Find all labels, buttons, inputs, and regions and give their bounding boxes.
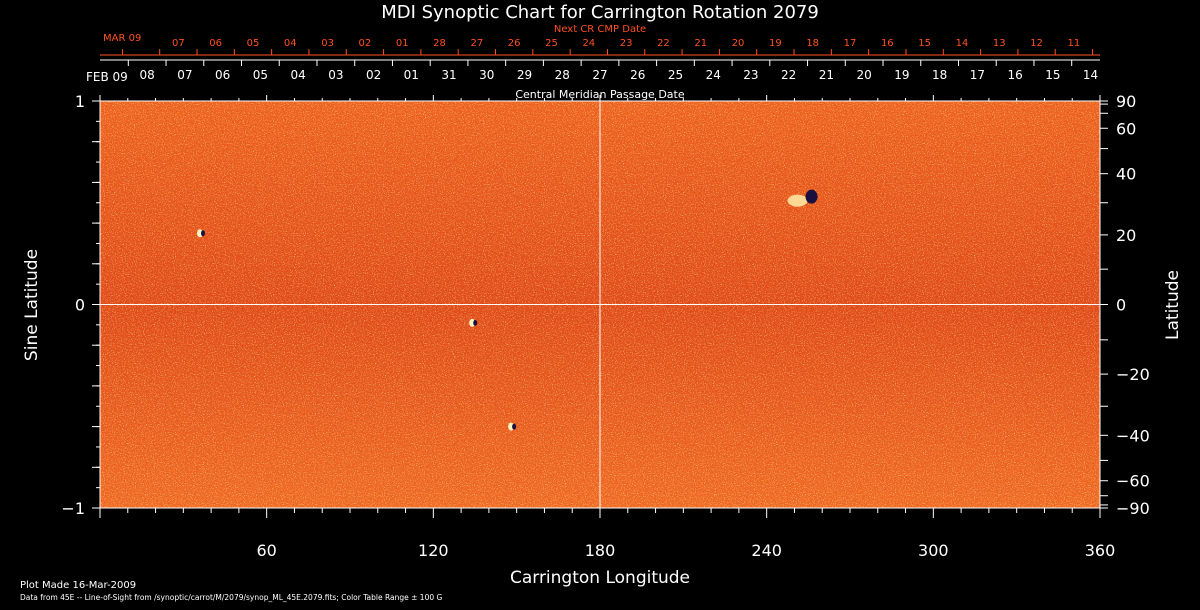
cmp-date-label: 20 [857, 68, 872, 82]
cmp-date-label: 02 [366, 68, 381, 82]
spot-negative [473, 319, 478, 326]
x-tick-label: 60 [256, 541, 276, 560]
y-right-tick-label: 90 [1116, 92, 1136, 111]
next-date-label: 27 [470, 38, 483, 49]
next-date-label: 17 [844, 38, 857, 49]
y-right-tick-label: 20 [1116, 226, 1136, 245]
next-date-label: 14 [956, 38, 969, 49]
chart-title: MDI Synoptic Chart for Carrington Rotati… [381, 2, 819, 23]
next-date-label: 01 [396, 38, 409, 49]
magnetic-features [197, 189, 818, 431]
x-tick-label: 120 [418, 541, 449, 560]
y-right-tick-label: 40 [1116, 165, 1136, 184]
next-month-label: MAR 09 [103, 33, 141, 44]
next-date-label: 28 [433, 38, 446, 49]
next-date-label: 23 [620, 38, 633, 49]
spot-negative [512, 423, 517, 430]
spot-positive [469, 318, 476, 327]
x-axis-label: Carrington Longitude [510, 568, 690, 588]
active-region-negative [805, 189, 818, 204]
cmp-date-label: 25 [668, 68, 683, 82]
next-date-label: 18 [806, 38, 819, 49]
cmp-date-label: 28 [555, 68, 570, 82]
cmp-date-label: 22 [781, 68, 796, 82]
next-date-label: 19 [769, 38, 782, 49]
cmp-date-ticks: 08 07 06 05 04 03 02 01 31 30 29 28 27 26 25 24 23 22 21 20… [127, 60, 1098, 82]
cmp-date-label: 19 [894, 68, 909, 82]
next-date-label: 06 [209, 38, 222, 49]
data-source-text: Data from 45E -- Line-of-Sight from /syn… [20, 593, 443, 602]
next-date-label: 05 [247, 38, 260, 49]
y-right-tick-label: −40 [1116, 426, 1150, 445]
next-date-label: 26 [508, 38, 521, 49]
next-date-label: 16 [881, 38, 894, 49]
plot-made-text: Plot Made 16-Mar-2009 [20, 580, 136, 591]
cmp-date-label: 06 [215, 68, 230, 82]
cmp-date-label: 16 [1007, 68, 1022, 82]
cmp-date-label: 01 [404, 68, 419, 82]
cmp-date-label: 07 [177, 68, 192, 82]
cmp-date-label: 14 [1083, 68, 1098, 82]
cmp-date-label: 23 [743, 68, 758, 82]
next-date-label: 21 [694, 38, 707, 49]
y-right-tick-label: −20 [1116, 365, 1150, 384]
y-right-tick-label: −60 [1116, 472, 1150, 491]
cmp-date-label: 04 [290, 68, 305, 82]
next-date-label: 24 [582, 38, 595, 49]
next-date-label: 25 [545, 38, 558, 49]
spot-positive [197, 229, 203, 238]
cmp-date-label: 18 [932, 68, 947, 82]
next-date-ticks: 07 06 05 04 03 02 01 28 27 26 25 24 23 22 21 20 19 18 17 16… [121, 38, 1094, 55]
x-tick-label: 180 [585, 541, 616, 560]
x-tick-label: 300 [918, 541, 949, 560]
y-right-ticks: 90 60 40 20 0 −20 −40 −60 −90 [1100, 92, 1150, 518]
x-tick-label: 360 [1085, 541, 1116, 560]
next-date-label: 20 [732, 38, 745, 49]
next-date-label: 12 [1030, 38, 1043, 49]
next-date-label: 11 [1068, 38, 1081, 49]
y-left-axis-label: Sine Latitude [22, 249, 42, 361]
y-right-tick-label: −90 [1116, 499, 1150, 518]
cmp-date-label: 21 [819, 68, 834, 82]
x-axis-ticks: 60 120 180 240 300 360 [99, 95, 1116, 560]
cmp-date-label: 24 [706, 68, 721, 82]
y-left-ticks: −1 0 1 [61, 92, 100, 518]
next-date-label: 02 [359, 38, 372, 49]
cmp-date-label: 05 [253, 68, 268, 82]
cmp-date-label: 31 [441, 68, 456, 82]
cmp-month-label: FEB 09 [86, 70, 128, 84]
next-date-label: 13 [993, 38, 1006, 49]
cmp-date-label: 27 [592, 68, 607, 82]
next-date-label: 07 [172, 38, 185, 49]
spot-positive [508, 422, 515, 431]
x-tick-label: 240 [751, 541, 782, 560]
y-right-axis-label: Latitude [1163, 270, 1183, 340]
next-cr-label: Next CR CMP Date [554, 24, 646, 35]
spot-negative [201, 230, 205, 237]
cmp-date-label: 30 [479, 68, 494, 82]
active-region-positive [787, 194, 808, 207]
next-date-label: 22 [657, 38, 670, 49]
y-right-tick-label: 0 [1116, 296, 1126, 315]
next-date-label: 04 [284, 38, 297, 49]
cmp-axis-label: Central Meridian Passage Date [515, 88, 684, 101]
y-left-tick-label: 0 [75, 296, 85, 315]
y-right-tick-label: 60 [1116, 119, 1136, 138]
y-left-tick-label: −1 [61, 499, 85, 518]
cmp-date-label: 29 [517, 68, 532, 82]
cmp-date-label: 26 [630, 68, 645, 82]
cmp-date-label: 03 [328, 68, 343, 82]
next-date-label: 03 [321, 38, 334, 49]
next-date-label: 15 [918, 38, 931, 49]
y-left-tick-label: 1 [75, 92, 85, 111]
cmp-date-label: 15 [1045, 68, 1060, 82]
cmp-date-label: 08 [140, 68, 155, 82]
cmp-date-label: 17 [970, 68, 985, 82]
